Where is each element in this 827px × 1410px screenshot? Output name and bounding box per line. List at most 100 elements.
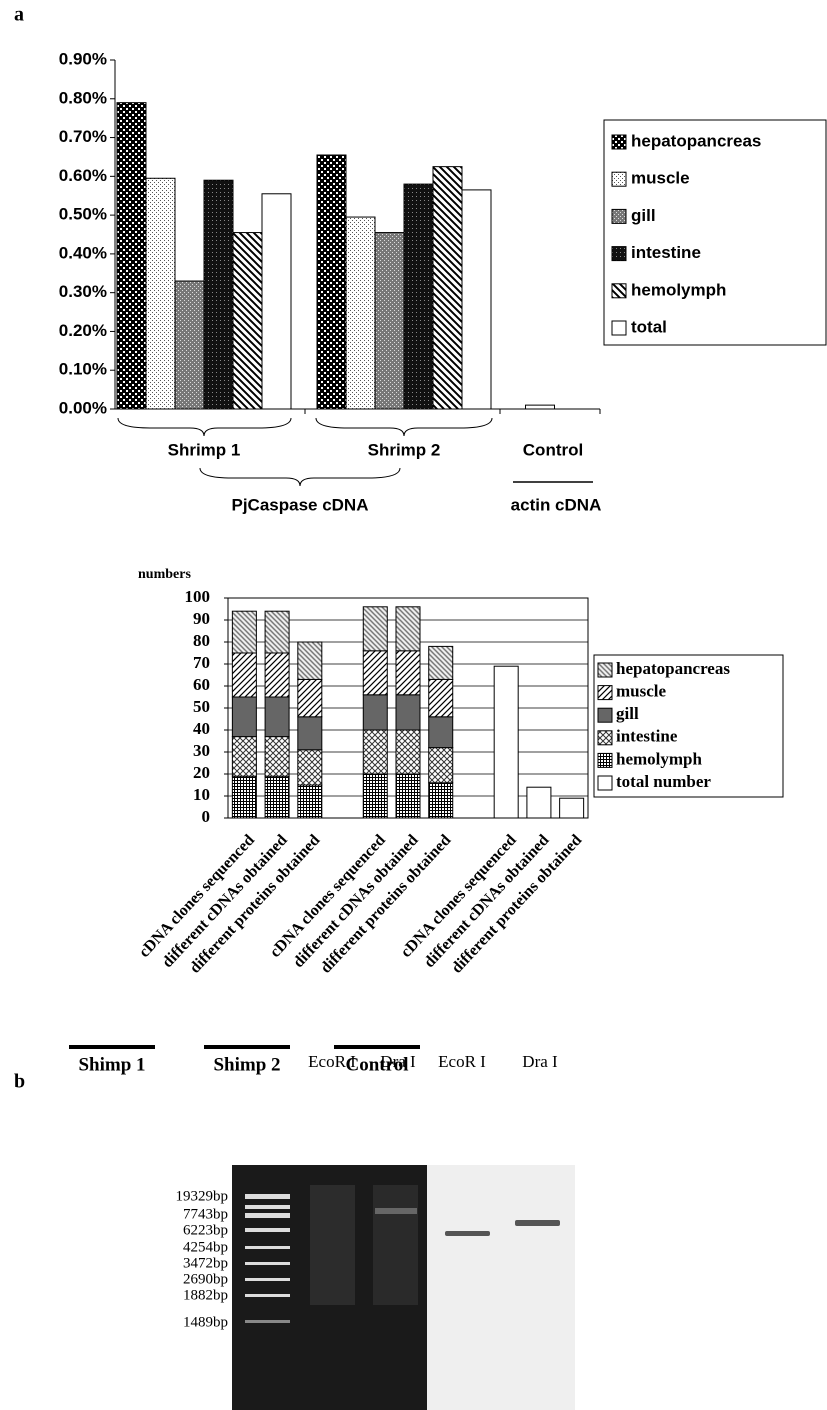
panel-label: a [14,4,24,26]
legend-label: muscle [616,682,667,701]
annotation: actin cDNA [511,495,602,514]
bar-segment [428,782,454,819]
bar-segment [428,747,454,784]
brace [199,467,401,487]
bar-segment [362,773,388,819]
bar [145,177,176,410]
ladder-label: 19329bp [176,1188,229,1204]
y-tick-label: 0.40% [59,243,107,262]
y-tick-label: 0.20% [59,321,107,340]
bar-segment [395,729,421,775]
bar-segment [559,797,585,819]
gel-smear [310,1185,355,1305]
bar-segment [362,694,388,731]
x-tick-label: Shrimp 2 [368,440,441,459]
y-tick-label: 50 [193,697,210,716]
legend-label: gill [616,704,639,723]
bar [403,183,434,410]
bar-segment [231,652,257,698]
gel-band [515,1220,560,1226]
bar-segment [362,650,388,696]
legend-box [593,654,784,798]
gel-light [427,1165,575,1410]
y-tick-label: 0.00% [59,398,107,417]
brace [117,417,292,437]
bar [345,216,376,410]
ladder-label: 3472bp [183,1255,228,1271]
bar [261,193,292,410]
bar [316,154,347,410]
bar [432,166,463,410]
bar-segment [264,696,290,738]
bar [232,232,263,410]
bar-segment [297,716,323,751]
legend-swatch [611,320,627,336]
y-tick-label: 0 [202,807,211,826]
bar-segment [297,784,323,819]
lane-label: Dra I [522,1052,558,1071]
bar-segment [264,610,290,654]
legend-label: intestine [616,727,678,746]
legend-swatch [597,685,613,701]
group-label: Shimp 2 [213,1054,280,1075]
panel-label: b [14,1071,25,1093]
x-tick-label: Shrimp 1 [168,440,241,459]
ladder-label: 1489bp [183,1314,228,1330]
gel-band [375,1208,417,1214]
legend-swatch [611,171,627,187]
lane-label: Dra I [380,1052,416,1071]
legend-swatch [611,208,627,224]
bar-segment [231,610,257,654]
y-tick-label: 20 [193,763,210,782]
annotation: PjCaspase cDNA [231,495,368,514]
y-tick-label: 100 [185,587,211,606]
bar-segment [297,641,323,680]
bar [203,179,234,410]
legend-label: total [631,317,667,336]
bar-segment [297,678,323,718]
legend-label: hemolymph [631,280,726,299]
lane-label: EcoR I [438,1052,486,1071]
bar-segment [428,645,454,680]
bar-segment [395,650,421,696]
y-tick-label: 30 [193,741,210,760]
bar-segment [231,775,257,819]
group-label: Control [346,1054,409,1075]
legend-swatch [597,752,613,768]
ladder-label: 6223bp [183,1222,228,1238]
ladder-label: 7743bp [183,1206,228,1222]
bar-segment [395,773,421,819]
y-tick-label: 40 [193,719,210,738]
bar-segment [264,775,290,819]
legend-label: hemolymph [616,749,703,768]
bar [461,189,492,410]
group-label: Shimp 1 [78,1054,145,1075]
y-tick-label: 0.80% [59,88,107,107]
legend-swatch [611,246,627,262]
ladder-label: 4254bp [183,1239,228,1255]
legend-label: gill [631,206,656,225]
bar-segment [428,716,454,749]
bar [174,280,205,410]
y-axis-label: numbers [138,567,191,582]
y-tick-label: 0.60% [59,166,107,185]
legend-label: muscle [631,169,690,188]
y-tick-label: 0.70% [59,127,107,146]
legend-box [603,119,827,346]
bar-segment [395,606,421,652]
bar-segment [264,736,290,777]
y-tick-label: 0.10% [59,360,107,379]
bar-segment [297,749,323,786]
legend-swatch [611,134,627,150]
gel-smear [373,1185,418,1305]
legend-label: intestine [631,243,701,262]
lane-label: EcoR I [308,1052,356,1071]
y-tick-label: 90 [193,609,210,628]
legend-swatch [597,730,613,746]
x-tick-label: different proteins obtained [448,832,585,977]
bar-segment [362,606,388,652]
legend-label: hepatopancreas [631,131,761,150]
bar-segment [395,694,421,731]
legend-swatch [611,283,627,299]
